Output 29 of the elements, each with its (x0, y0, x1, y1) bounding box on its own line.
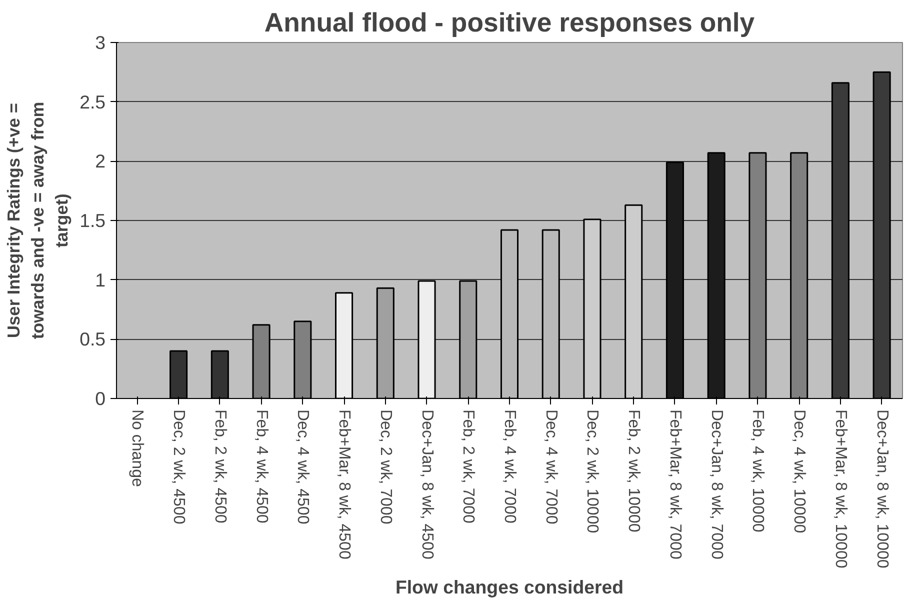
x-tick-label: Feb, 2 wk, 4500 (211, 410, 228, 524)
x-tick-label: Feb, 4 wk, 7000 (501, 410, 518, 524)
x-tick-label: Dec, 4 wk, 10000 (790, 410, 808, 534)
x-tick-label: Feb+Mar, 8 wk, 7000 (666, 410, 684, 560)
x-tick-label: Dec, 2 wk, 10000 (584, 410, 601, 534)
y-tick-label: 1 (95, 269, 106, 290)
x-tick-label: Feb, 2 wk, 10000 (625, 410, 642, 532)
x-tick-label: Dec+Jan, 8 wk, 7000 (708, 410, 725, 560)
x-tick-label: Dec, 4 wk, 4500 (294, 410, 312, 524)
y-tick-label: 1.5 (80, 210, 106, 231)
x-tick-label: Feb, 2 wk, 7000 (460, 410, 477, 524)
y-tick-label: 2 (95, 150, 106, 172)
x-tick-label: Feb+Mar, 8 wk, 10000 (832, 410, 849, 568)
x-tick-label: Dec+Jan, 8 wk, 10000 (873, 410, 890, 568)
y-tick-label: 0.5 (80, 328, 106, 350)
x-axis-title: Flow changes considered (395, 576, 624, 598)
x-tick-label: Dec, 4 wk, 7000 (542, 410, 560, 524)
y-axis-title: User Integrity Ratings (+ve = towards and -ve = away from target) (4, 102, 72, 340)
x-tick-label: Dec, 2 wk, 4500 (170, 410, 188, 524)
x-tick-label: Feb+Mar, 8 wk, 4500 (336, 410, 353, 560)
x-tick-label: No change (128, 410, 146, 487)
x-tick-label: Feb, 4 wk, 4500 (252, 410, 270, 524)
y-tick-label: 0 (95, 388, 106, 409)
x-tick-label: Dec+Jan, 8 wk, 4500 (418, 410, 436, 560)
chart-title: Annual flood - positive responses only (264, 8, 755, 38)
x-tick-label: Feb, 4 wk, 10000 (749, 410, 766, 532)
x-tick-label: Dec, 2 wk, 7000 (376, 410, 394, 524)
y-tick-label: 3 (95, 32, 106, 53)
y-tick-label: 2.5 (80, 91, 106, 112)
